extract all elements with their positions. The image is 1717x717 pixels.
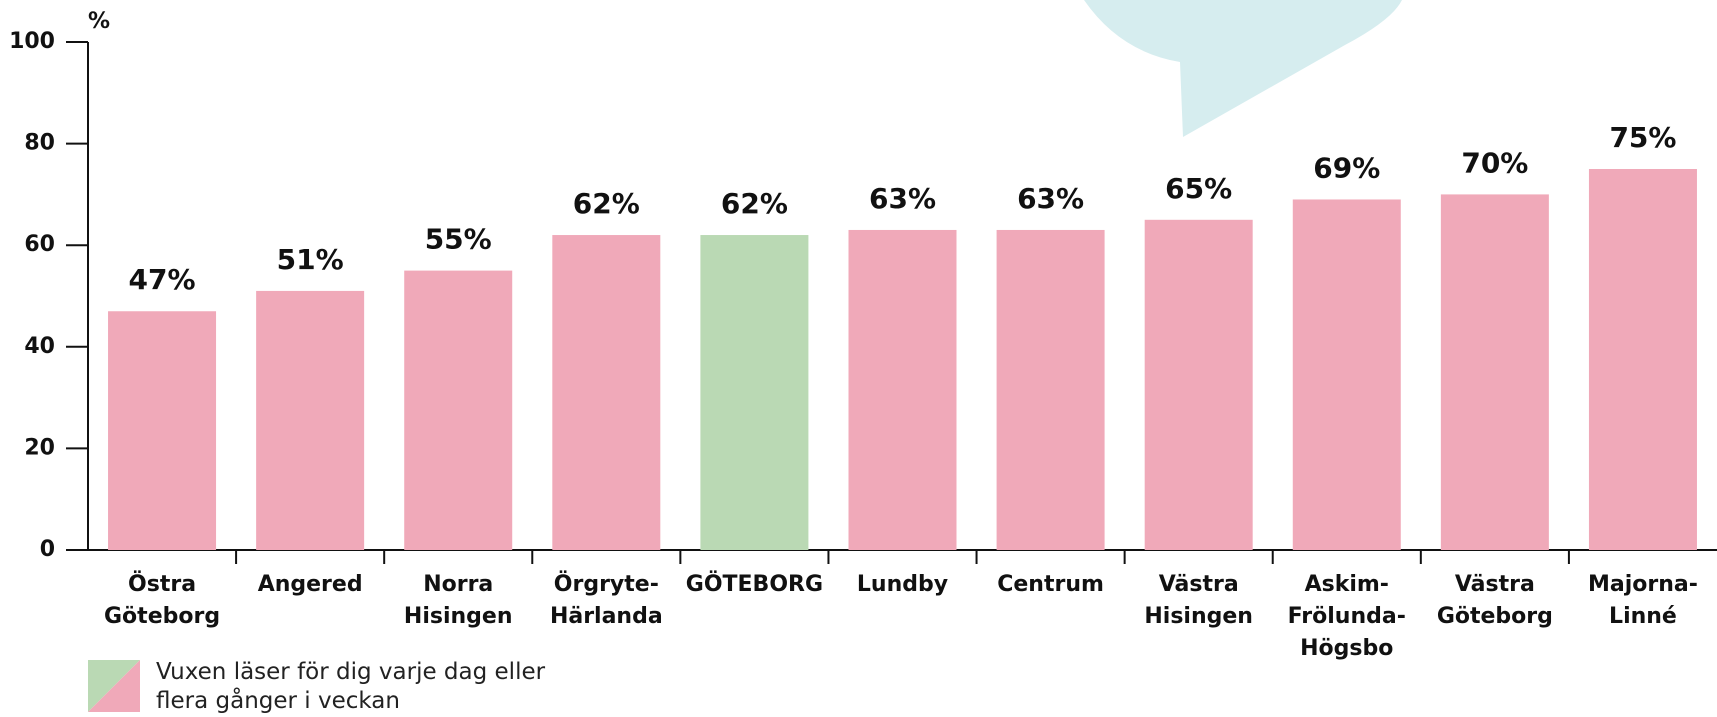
bar	[996, 229, 1105, 550]
value-label: 63%	[1017, 182, 1084, 215]
value-label: 63%	[869, 182, 936, 215]
value-label: 51%	[277, 243, 344, 276]
x-tick-label: GÖTEBORG	[686, 571, 823, 597]
bar	[108, 311, 217, 550]
y-tick-label: 0	[40, 537, 55, 562]
speech-bubble	[1084, 0, 1402, 137]
value-label: 69%	[1313, 151, 1380, 184]
value-label: 62%	[573, 187, 640, 220]
x-tick-label: Östra Göteborg	[104, 571, 220, 629]
bar	[552, 235, 661, 551]
bar	[1292, 199, 1401, 551]
x-tick-label: Örgryte-Härlanda	[550, 571, 663, 629]
y-axis-label: %	[88, 9, 110, 34]
value-label: 55%	[425, 223, 492, 256]
x-tick-label: Lundby	[857, 572, 948, 597]
bar	[404, 270, 513, 550]
value-label: 47%	[129, 263, 196, 296]
x-tick-label: Askim-Frölunda-Högsbo	[1288, 572, 1406, 661]
x-tick-label: Norra Hisingen	[404, 572, 513, 629]
value-label: 62%	[721, 187, 788, 220]
legend-swatch-pink	[88, 660, 140, 712]
bar	[1440, 194, 1549, 550]
bar	[256, 290, 365, 550]
bar	[848, 229, 957, 550]
y-tick-label: 100	[9, 29, 55, 54]
value-label: 65%	[1165, 172, 1232, 205]
bar	[700, 235, 809, 551]
y-tick-label: 20	[24, 435, 55, 460]
bar	[1144, 219, 1253, 551]
x-tick-label: Majorna-Linné	[1588, 572, 1698, 629]
x-tick-label: Angered	[258, 572, 363, 597]
bar	[1588, 169, 1697, 550]
value-label: 75%	[1609, 121, 1676, 154]
y-tick-label: 80	[24, 131, 55, 156]
value-label: 70%	[1461, 146, 1528, 179]
legend-text: Vuxen läser för dig varje dag eller fler…	[156, 659, 546, 714]
x-tick-label: Västra Hisingen	[1144, 572, 1253, 629]
y-tick-label: 40	[24, 334, 55, 359]
x-tick-label: Centrum	[997, 572, 1104, 597]
x-tick-label: Västra Göteborg	[1437, 572, 1553, 629]
y-tick-label: 60	[24, 232, 55, 257]
